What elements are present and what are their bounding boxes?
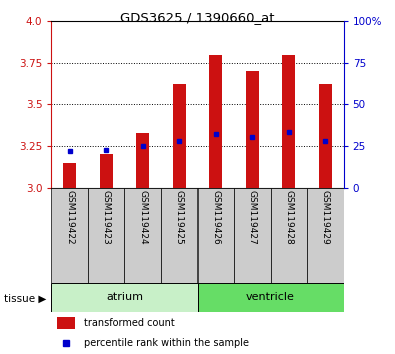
Bar [271,188,307,283]
Bar [234,188,271,283]
Bar [319,85,332,188]
Text: GSM119422: GSM119422 [65,190,74,245]
Bar [307,188,344,283]
Bar [100,154,113,188]
Text: transformed count: transformed count [83,318,174,327]
Bar [161,188,198,283]
Bar [51,283,198,312]
Bar [51,188,88,283]
Bar [88,188,124,283]
Bar [209,55,222,188]
Bar [198,188,234,283]
Bar [173,85,186,188]
Text: percentile rank within the sample: percentile rank within the sample [83,338,248,348]
Text: GDS3625 / 1390660_at: GDS3625 / 1390660_at [120,11,275,24]
Bar [57,316,75,329]
Bar [246,71,259,188]
Text: GSM119427: GSM119427 [248,190,257,245]
Text: GSM119428: GSM119428 [284,190,293,245]
Bar [63,163,76,188]
Text: GSM119423: GSM119423 [102,190,111,245]
Bar [136,133,149,188]
Bar [124,188,161,283]
Text: GSM119429: GSM119429 [321,190,330,245]
Text: tissue ▶: tissue ▶ [4,294,46,304]
Bar [282,55,295,188]
Bar [198,283,344,312]
Text: atrium: atrium [106,292,143,302]
Text: GSM119426: GSM119426 [211,190,220,245]
Text: GSM119425: GSM119425 [175,190,184,245]
Text: ventricle: ventricle [246,292,295,302]
Text: GSM119424: GSM119424 [138,190,147,245]
